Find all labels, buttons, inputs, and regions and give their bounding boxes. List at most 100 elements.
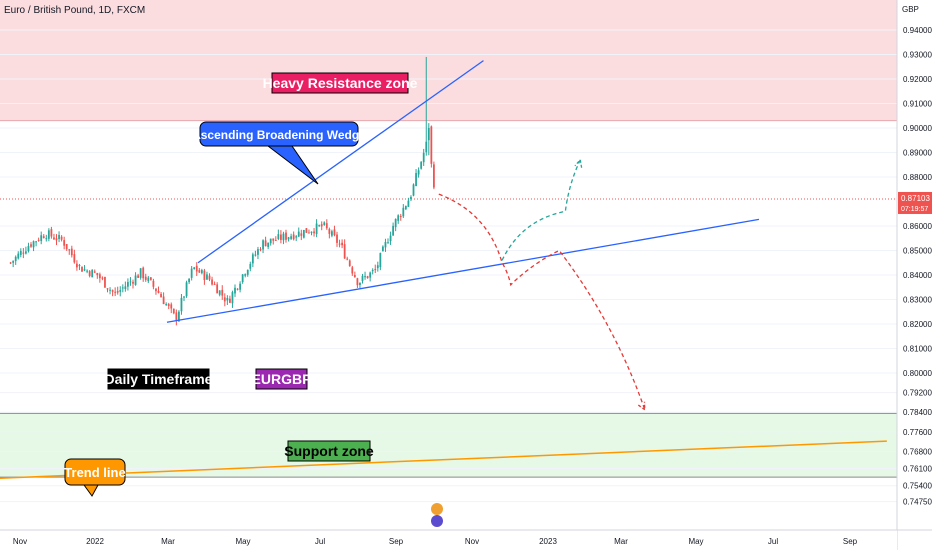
- price-tick-label: 0.91000: [903, 100, 932, 109]
- candle-body: [295, 236, 298, 238]
- candle-body: [320, 224, 323, 227]
- trend-line[interactable]: [0, 440, 887, 480]
- bearish-projection-arrowhead: [637, 401, 646, 412]
- price-axis[interactable]: [897, 0, 932, 550]
- candle-body: [127, 282, 129, 287]
- wedge-label[interactable]: Ascending Broadening Wedge: [192, 121, 366, 147]
- price-tick-label: 0.75400: [903, 482, 932, 491]
- wedge-upper-line[interactable]: [197, 60, 484, 264]
- resistance-label[interactable]: Heavy Resistance zone: [263, 72, 418, 94]
- candle-body: [132, 281, 134, 284]
- candle-body: [305, 228, 308, 233]
- candle-body: [397, 215, 400, 221]
- timeframe-label[interactable]: Daily Timeframe: [105, 368, 213, 390]
- candle-body: [129, 281, 132, 283]
- candle-body: [195, 265, 198, 272]
- price-tick-label: 0.92000: [903, 75, 932, 84]
- candle-body: [392, 225, 395, 236]
- candle-body: [389, 235, 392, 242]
- candle-body: [223, 297, 226, 302]
- candle-body: [254, 254, 257, 256]
- candle-body: [19, 250, 22, 255]
- candle-body: [55, 238, 58, 241]
- flag-icon[interactable]: [431, 515, 443, 527]
- candle-body: [218, 290, 221, 295]
- candle-body: [180, 297, 183, 312]
- candle-body: [68, 249, 71, 251]
- candle-body: [244, 274, 247, 276]
- candle-body: [371, 269, 374, 272]
- candle-body: [246, 269, 249, 275]
- candle-body: [415, 173, 417, 186]
- candle-body: [162, 296, 165, 305]
- symbol-label-box: [255, 368, 308, 390]
- candle-body: [338, 243, 341, 245]
- candle-body: [313, 231, 315, 234]
- event-icon[interactable]: [431, 503, 443, 515]
- candle-body: [341, 242, 344, 246]
- candle-body: [139, 268, 142, 278]
- candle-body: [160, 293, 162, 298]
- candle-body: [111, 290, 114, 292]
- current-price-text: 0.87103: [901, 194, 930, 203]
- candle-body: [119, 290, 122, 292]
- candle-body: [121, 287, 124, 289]
- candle-body: [188, 278, 191, 283]
- price-tick-label: 0.94000: [903, 26, 932, 35]
- candle-body: [343, 244, 346, 259]
- candle-body: [315, 223, 318, 234]
- candle-body: [183, 296, 185, 298]
- candle-body: [402, 207, 405, 217]
- candle-body: [277, 234, 280, 240]
- candle-body: [310, 231, 313, 233]
- candle-body: [262, 240, 264, 250]
- candle-body: [384, 241, 387, 248]
- candle-body: [144, 276, 147, 280]
- candle-body: [285, 232, 287, 240]
- candle-body: [236, 288, 239, 290]
- candle-body: [157, 290, 160, 293]
- candle-body: [58, 234, 60, 239]
- chart-title: Euro / British Pound, 1D, FXCM: [4, 5, 145, 16]
- candle-body: [216, 284, 219, 294]
- time-axis[interactable]: [0, 530, 897, 550]
- candle-body: [269, 238, 272, 244]
- candle-body: [93, 271, 96, 273]
- candle-body: [274, 239, 277, 241]
- candle-body: [124, 286, 127, 289]
- candle-body: [267, 242, 270, 247]
- candle-body: [249, 263, 252, 269]
- price-tick-label: 0.88000: [903, 173, 932, 182]
- candle-body: [106, 288, 109, 290]
- candle-body: [376, 265, 379, 269]
- candle-body: [152, 280, 155, 287]
- candle-body: [241, 274, 244, 283]
- trendline-label[interactable]: Trend line: [64, 458, 126, 486]
- time-tick-label: 2022: [86, 537, 104, 546]
- candle-body: [412, 184, 415, 196]
- candle-body: [190, 268, 193, 278]
- candle-body: [12, 260, 15, 263]
- candle-body: [221, 289, 224, 296]
- candle-body: [101, 277, 104, 279]
- candle-body: [116, 291, 119, 293]
- price-tick-label: 0.84000: [903, 271, 932, 280]
- candle-body: [178, 311, 180, 322]
- countdown-text: 07:19:57: [901, 206, 928, 213]
- candle-body: [336, 234, 338, 243]
- candle-body: [351, 267, 354, 274]
- candle-body: [9, 262, 12, 264]
- candle-body: [172, 308, 175, 314]
- wedge-lower-line[interactable]: [166, 218, 760, 323]
- symbol-label[interactable]: EURGBP: [252, 368, 312, 390]
- time-tick-label: Nov: [13, 537, 27, 546]
- trendline-label-text: Trend line: [64, 465, 125, 480]
- trendline-label-box: [64, 458, 126, 486]
- support-label[interactable]: Support zone: [284, 440, 374, 462]
- candle-body: [65, 244, 68, 250]
- candle-body: [198, 270, 201, 273]
- candle-body: [134, 275, 137, 285]
- candle-body: [374, 269, 377, 271]
